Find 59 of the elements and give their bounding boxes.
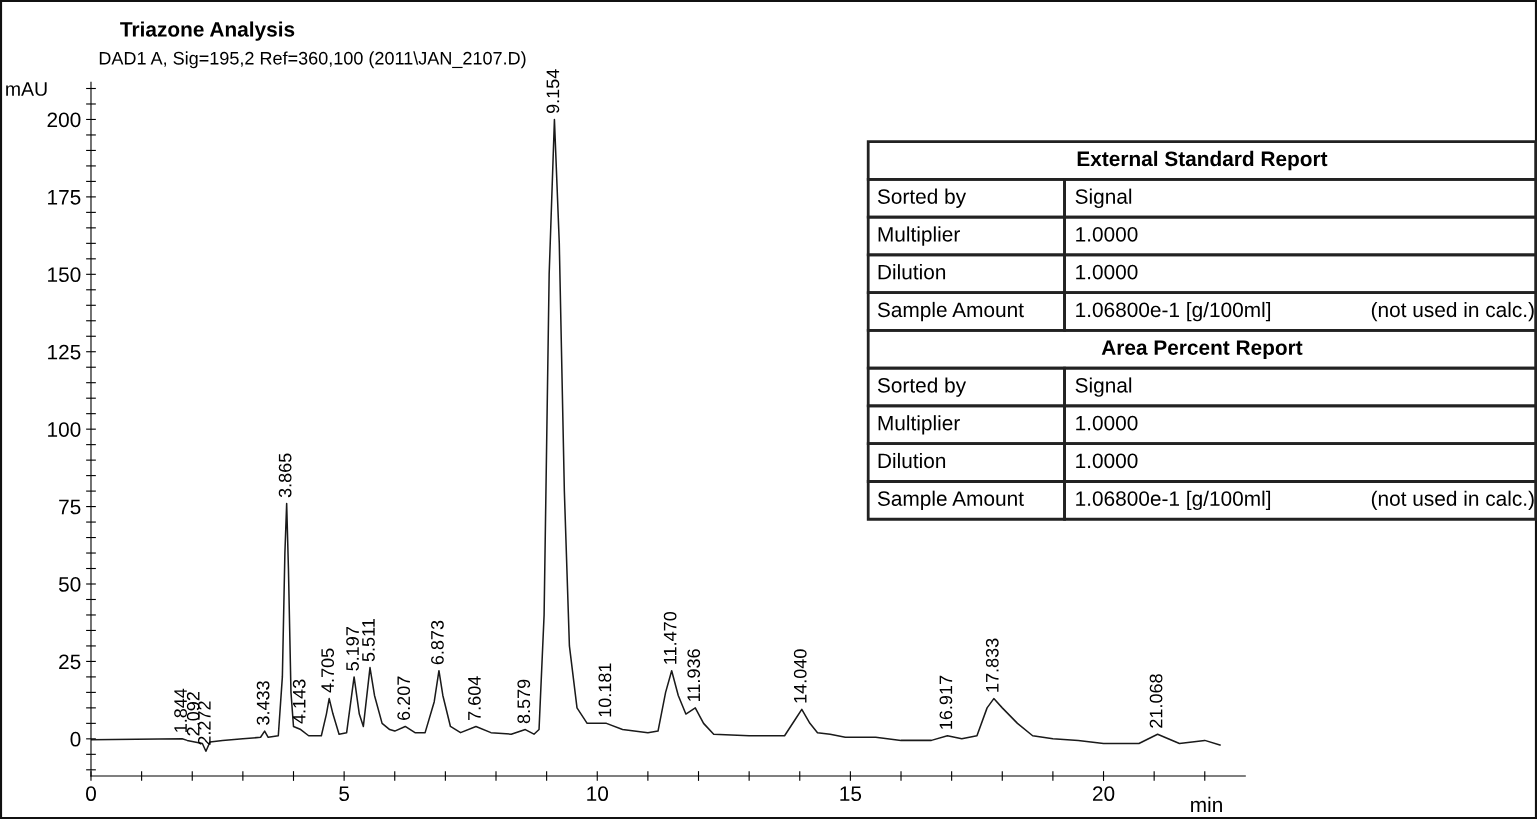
x-tick-label: 0 [86, 786, 96, 802]
annotation: 3.865 [278, 453, 292, 498]
y-tick-label: 100 [48, 422, 81, 437]
x-axis-title: min [1191, 796, 1222, 812]
annotation: Dilution [878, 452, 946, 469]
annotation: 1.844 [174, 688, 187, 732]
annotation: Signal [1075, 377, 1132, 397]
annotation: Sample Amount [877, 490, 1024, 511]
annotation: 3.433 [256, 681, 270, 725]
annotation: 2.092 [186, 692, 200, 736]
text: (not used in calc.) [1371, 301, 1534, 322]
annotation: Area Percent Report [1101, 340, 1303, 360]
annotation: Sorted by [877, 377, 967, 397]
y-tick-label: 125 [48, 344, 81, 360]
y-tick-label: 0 [70, 731, 81, 747]
annotation: Sorted by [877, 188, 967, 209]
chart-title: Triazone Analysis [120, 21, 295, 41]
annotation: 5.511 [362, 619, 375, 662]
y-tick-label: 150 [48, 267, 81, 283]
annotation: 1.06800e-1 [g/100ml] [1076, 490, 1271, 511]
x-tick-label: 15 [840, 786, 862, 802]
y-tick-label: 175 [48, 190, 81, 205]
annotation: 16.917 [939, 675, 953, 729]
annotation: 10.181 [598, 663, 612, 717]
annotation: 5.197 [346, 627, 359, 671]
annotation: Multiplier [878, 415, 960, 435]
annotation: 4.143 [292, 679, 306, 724]
annotation: 8.579 [517, 679, 531, 724]
chart-subtitle: DAD1 A, Sig=195,2 Ref=360,100 (2011\JAN_2107.D) [99, 51, 526, 69]
x-tick-label: 20 [1092, 786, 1115, 802]
annotation: 14.040 [793, 649, 807, 703]
annotation: 2.272 [197, 701, 211, 745]
annotation: 1.0000 [1076, 453, 1138, 469]
annotation: 1.0000 [1076, 226, 1138, 242]
y-tick-label: 25 [59, 654, 81, 670]
annotation: External Standard Report [1077, 150, 1328, 171]
x-tick-label: 10 [587, 786, 609, 802]
y-axis-title: mAU [6, 82, 47, 96]
annotation: 1.06800e-1 [g/100ml] [1076, 301, 1271, 322]
annotation: 1.0000 [1076, 415, 1138, 431]
annotation: 1.0000 [1076, 264, 1138, 280]
annotation: 11.470 [663, 611, 677, 664]
y-tick-label: 75 [59, 499, 81, 515]
x-tick-label: 5 [339, 786, 350, 802]
annotation: Dilution [878, 264, 946, 280]
annotation: Signal [1075, 188, 1132, 209]
y-tick-label: 200 [47, 112, 81, 128]
annotation: 7.604 [468, 676, 481, 720]
annotation: 4.705 [321, 648, 335, 693]
annotation: Multiplier [878, 226, 960, 246]
annotation: 17.833 [985, 638, 999, 692]
text: (not used in calc.) [1371, 490, 1534, 511]
annotation: 9.154 [546, 69, 560, 114]
annotation: 6.207 [397, 676, 411, 720]
annotation: 11.936 [687, 649, 701, 701]
annotation: 6.873 [431, 620, 444, 665]
y-tick-label: 50 [58, 577, 81, 592]
annotation: 21.068 [1149, 674, 1163, 728]
annotation: Sample Amount [877, 301, 1024, 322]
